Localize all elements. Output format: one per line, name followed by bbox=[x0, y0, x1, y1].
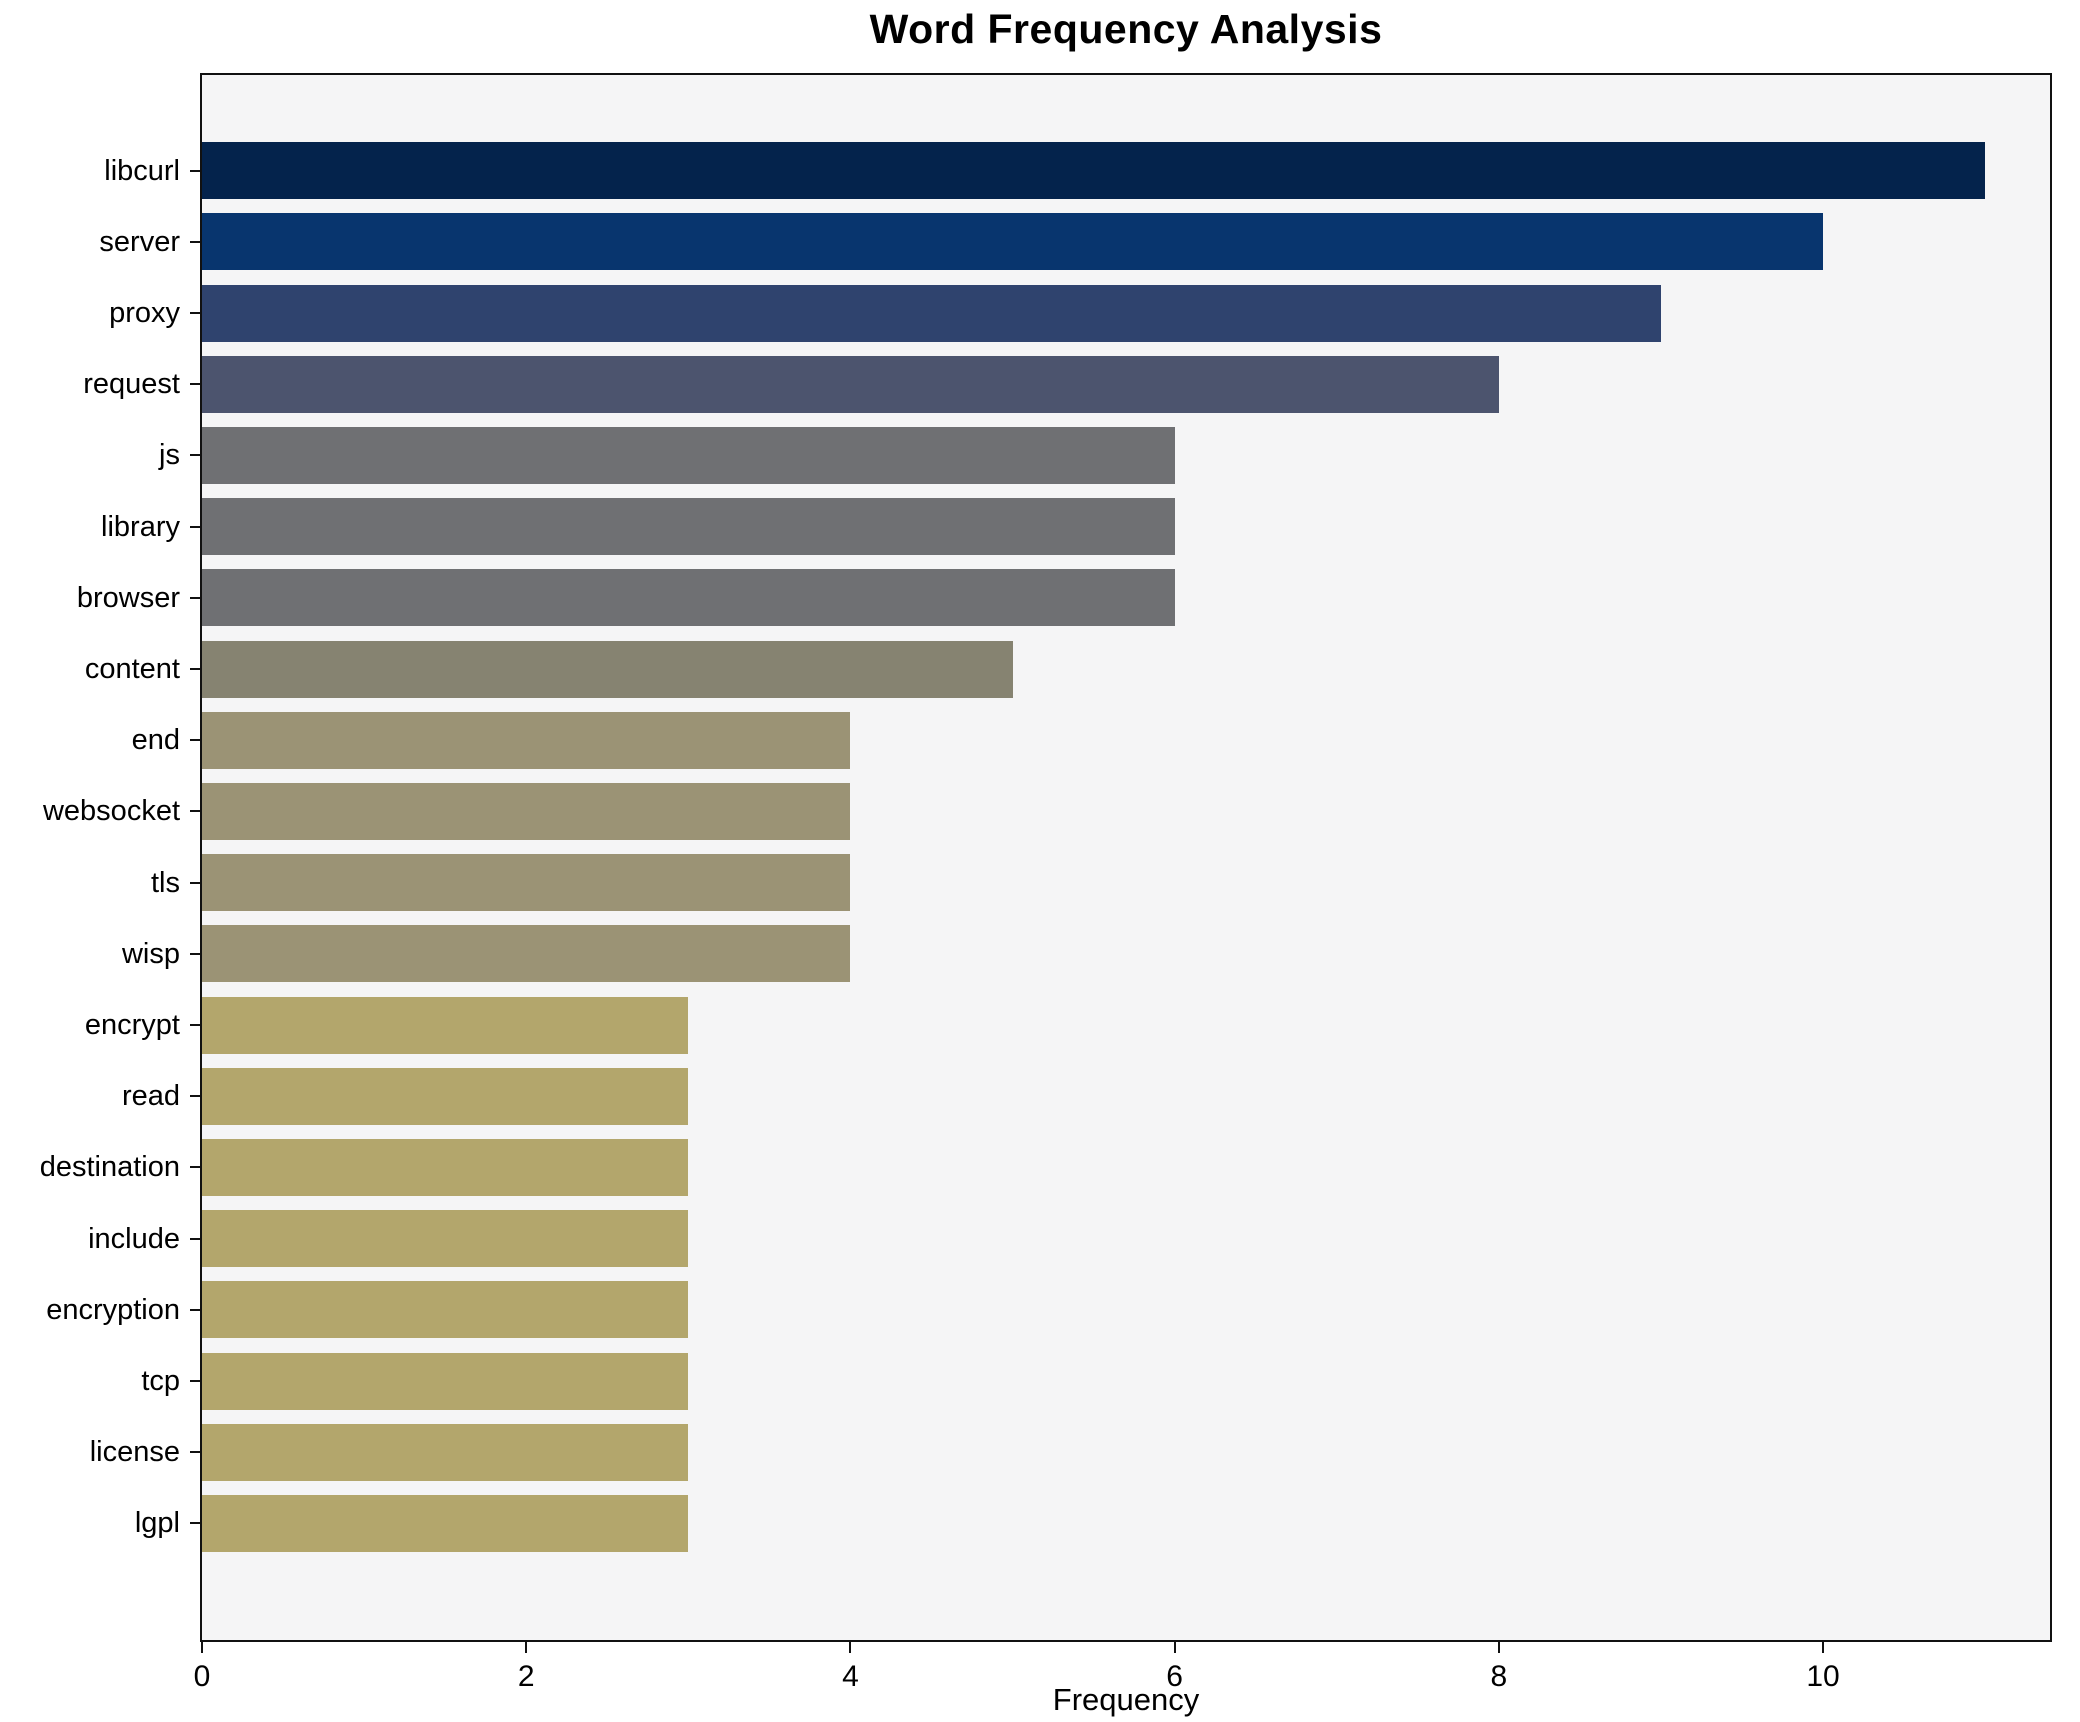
bar-destination bbox=[202, 1138, 689, 1196]
y-label-js: js bbox=[159, 439, 180, 472]
bar-js bbox=[202, 426, 1175, 484]
y-label-include: include bbox=[88, 1222, 180, 1255]
y-tick-tls bbox=[190, 881, 200, 884]
y-label-wisp: wisp bbox=[121, 937, 180, 970]
y-tick-wisp bbox=[190, 952, 200, 955]
y-label-browser: browser bbox=[76, 581, 180, 614]
y-label-request: request bbox=[83, 368, 180, 401]
bar-request bbox=[202, 355, 1499, 413]
bar-encrypt bbox=[202, 996, 689, 1054]
y-tick-encryption bbox=[190, 1308, 200, 1311]
y-tick-proxy bbox=[190, 312, 200, 314]
y-label-tls: tls bbox=[151, 866, 180, 899]
y-tick-browser bbox=[190, 596, 200, 599]
bar-content bbox=[202, 640, 1013, 698]
y-tick-content bbox=[190, 668, 200, 670]
bar-tcp bbox=[202, 1352, 689, 1410]
y-tick-websocket bbox=[190, 810, 200, 813]
x-axis-label: Frequency bbox=[1052, 1682, 1200, 1717]
x-tick-label-2: 2 bbox=[517, 1660, 535, 1693]
y-tick-libcurl bbox=[190, 169, 200, 172]
x-tick-8 bbox=[1497, 1642, 1500, 1653]
bar-websocket bbox=[202, 782, 851, 840]
y-label-libcurl: libcurl bbox=[104, 154, 180, 187]
bar-read bbox=[202, 1067, 689, 1125]
x-tick-6 bbox=[1173, 1642, 1176, 1653]
y-tick-lgpl bbox=[190, 1522, 200, 1525]
bar-proxy bbox=[202, 284, 1661, 342]
bar-end bbox=[202, 711, 851, 769]
bar-browser bbox=[202, 569, 1175, 627]
y-label-server: server bbox=[99, 225, 180, 258]
x-tick-label-0: 0 bbox=[193, 1660, 211, 1693]
y-label-end: end bbox=[131, 724, 180, 757]
x-tick-4 bbox=[849, 1642, 852, 1653]
y-label-encrypt: encrypt bbox=[84, 1009, 180, 1041]
bar-libcurl bbox=[202, 142, 1986, 200]
bar-encryption bbox=[202, 1281, 689, 1339]
bar-library bbox=[202, 498, 1175, 556]
y-tick-server bbox=[190, 240, 200, 243]
y-tick-end bbox=[190, 739, 200, 742]
x-tick-label-10: 10 bbox=[1806, 1660, 1840, 1693]
y-tick-include bbox=[190, 1237, 200, 1240]
plot-area bbox=[200, 73, 2052, 1642]
y-label-lgpl: lgpl bbox=[134, 1507, 180, 1540]
bar-server bbox=[202, 213, 1824, 271]
y-tick-library bbox=[190, 525, 200, 528]
bar-include bbox=[202, 1210, 689, 1268]
x-tick-0 bbox=[201, 1642, 203, 1653]
bar-lgpl bbox=[202, 1494, 689, 1552]
y-tick-encrypt bbox=[190, 1024, 200, 1026]
y-tick-tcp bbox=[190, 1380, 200, 1382]
y-label-license: license bbox=[89, 1436, 180, 1469]
bar-wisp bbox=[202, 925, 851, 983]
x-tick-label-6: 6 bbox=[1166, 1660, 1183, 1693]
x-tick-label-4: 4 bbox=[842, 1660, 859, 1693]
x-tick-label-8: 8 bbox=[1490, 1660, 1508, 1693]
x-tick-10 bbox=[1822, 1642, 1825, 1653]
y-label-read: read bbox=[121, 1080, 180, 1113]
y-label-content: content bbox=[84, 653, 180, 685]
y-label-library: library bbox=[101, 510, 180, 543]
y-tick-request bbox=[190, 383, 200, 386]
y-label-tcp: tcp bbox=[141, 1365, 180, 1397]
y-tick-license bbox=[190, 1451, 200, 1454]
y-tick-destination bbox=[190, 1166, 200, 1169]
y-label-destination: destination bbox=[39, 1151, 180, 1184]
x-tick-2 bbox=[525, 1642, 528, 1653]
y-label-proxy: proxy bbox=[109, 297, 180, 329]
y-tick-js bbox=[190, 454, 200, 457]
bar-tls bbox=[202, 854, 851, 912]
bar-license bbox=[202, 1423, 689, 1481]
y-label-websocket: websocket bbox=[42, 795, 180, 828]
y-label-encryption: encryption bbox=[46, 1293, 180, 1326]
chart-title: Word Frequency Analysis bbox=[869, 6, 1383, 52]
y-tick-read bbox=[190, 1095, 200, 1098]
